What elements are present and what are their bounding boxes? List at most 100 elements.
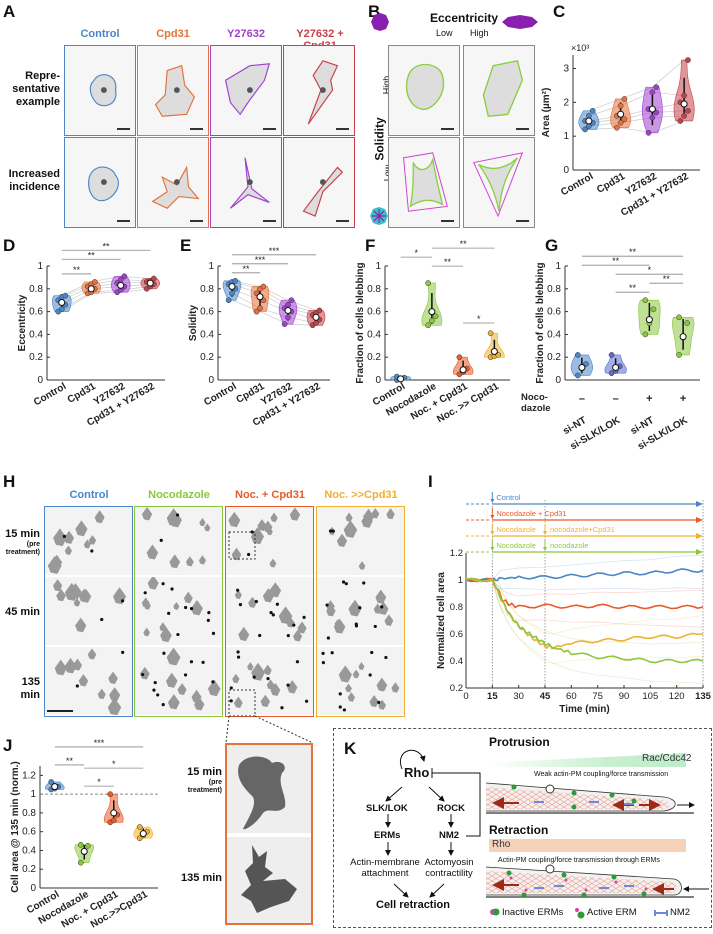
data-point: [487, 330, 494, 337]
data-point: [642, 297, 649, 304]
chart-e: 00.20.40.60.81SolidityControlCpd31Y27632…: [188, 246, 330, 429]
data-point: [608, 352, 615, 358]
y-tick-label: 1: [555, 261, 561, 272]
cell-outline: [224, 63, 271, 116]
data-point: [110, 817, 117, 824]
significance-label: **: [629, 283, 637, 293]
y-tick-label: 0.2: [200, 352, 214, 363]
data-point: [62, 292, 69, 299]
significance-label: **: [663, 274, 671, 284]
data-point: [621, 96, 628, 102]
y-tick-label: 0.4: [29, 329, 43, 340]
column-header-control: Control: [80, 28, 120, 40]
data-point: [150, 275, 157, 282]
timelapse-frame: [317, 507, 404, 575]
weak-coupling-label: Weak actin-PM coupling/force transmissio…: [534, 771, 669, 778]
cell-outline: [154, 64, 196, 117]
x-tick-label: 15: [487, 691, 498, 702]
y-tick-label: 1: [37, 261, 43, 272]
replicate-trace: [466, 579, 704, 665]
scale-bar: [263, 220, 276, 222]
y-axis-label: Solidity: [188, 305, 199, 342]
data-point: [48, 779, 55, 785]
condition-sign: +: [680, 393, 686, 405]
data-point: [650, 306, 657, 313]
median-marker: [648, 105, 656, 113]
x-tick-label: 0: [463, 691, 468, 702]
shape-example-0: [388, 45, 460, 136]
y-tick-label: 1.2: [22, 770, 36, 781]
replicate-trace: [466, 579, 704, 628]
condition-sign: –: [579, 393, 585, 405]
data-point: [107, 791, 114, 798]
timelapse-frame: [45, 647, 132, 715]
paired-line: [231, 293, 317, 324]
data-point: [232, 277, 239, 284]
median-marker: [139, 830, 147, 838]
cell-image-y27632-representative: [210, 45, 282, 136]
median-marker: [117, 281, 125, 289]
row-label-line: treatment): [5, 549, 40, 556]
timelapse-column-noc_cpd31: [225, 506, 314, 717]
y-tick-label: 3: [563, 64, 569, 75]
panel-label-e: E: [180, 236, 192, 255]
x-tick-label: Cpd31: [595, 171, 627, 196]
treatment-arrowhead: [490, 499, 495, 503]
data-point: [653, 84, 660, 90]
scale-bar: [441, 220, 454, 222]
x-tick-label: 60: [566, 691, 577, 702]
significance-label: ***: [94, 738, 105, 748]
data-point: [617, 119, 624, 126]
median-marker: [585, 117, 593, 125]
x-tick-label: 120: [669, 691, 685, 702]
y-tick-label: 0: [563, 165, 569, 176]
inactive-erm-icon: [490, 908, 500, 916]
data-point: [316, 307, 323, 314]
significance-label: ***: [255, 255, 266, 265]
zoom-label-135min: 135 min: [181, 872, 222, 884]
data-point: [645, 129, 652, 136]
y-tick-label: 0.4: [547, 329, 561, 340]
timeline-arrowhead: [696, 549, 703, 555]
round-shape-icon: [371, 13, 389, 31]
paired-line: [231, 299, 317, 326]
row-label-line: Repre-: [25, 70, 60, 82]
data-point: [285, 301, 291, 308]
zoom-region-15min: [228, 531, 256, 560]
row-label-line: 15 min: [187, 766, 222, 778]
timelapse-frame: [317, 647, 404, 715]
scale-bar: [336, 128, 349, 130]
median-marker: [58, 298, 66, 306]
y-tick-label: 0: [37, 375, 43, 386]
median-marker: [459, 366, 467, 374]
node-rho: Rho: [404, 765, 430, 780]
row-label-line: sentative: [12, 83, 60, 95]
panel-label-a: A: [3, 2, 16, 21]
data-point: [677, 118, 684, 124]
row-label-line: treatment): [187, 787, 222, 794]
paired-line: [231, 280, 317, 311]
y-tick-label: 0.6: [22, 827, 36, 838]
y-tick-label: 0.4: [367, 329, 381, 340]
data-point: [257, 305, 263, 312]
column-header-noc_then_cpd31: Noc. >>Cpd31: [324, 489, 398, 501]
series-line-0: [465, 568, 704, 583]
column-header-cpd31: Cpd31: [156, 28, 190, 40]
scale-bar: [190, 128, 203, 130]
timelapse-frame: [45, 577, 132, 645]
data-point: [425, 280, 431, 286]
timeline-label: Nocodazole + Cpd31: [496, 509, 566, 518]
significance-label: **: [444, 257, 452, 267]
y-tick-label: 0.6: [367, 307, 381, 318]
row-label-line: (pre: [208, 779, 222, 786]
y-tick-label: 1: [563, 131, 569, 142]
condition-label: dazole: [521, 403, 551, 414]
data-point: [58, 306, 65, 313]
scale-bar: [117, 220, 130, 222]
row-label-line: Increased: [8, 168, 60, 180]
median-marker: [490, 348, 498, 355]
data-point: [574, 352, 581, 358]
y-tick-label: 0.8: [367, 284, 381, 295]
protrusion-title: Protrusion: [489, 735, 550, 749]
elongated-shape-icon: [502, 15, 538, 29]
